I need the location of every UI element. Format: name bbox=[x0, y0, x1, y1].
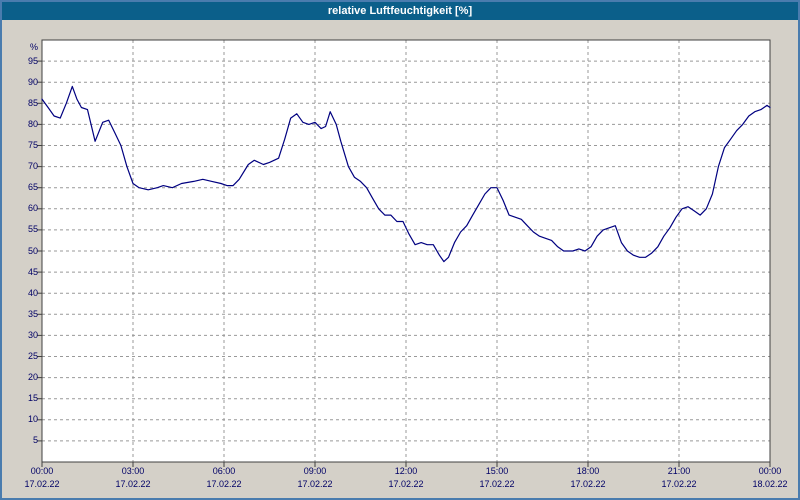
humidity-line-chart bbox=[37, 39, 771, 467]
y-axis-tick-label: 15 bbox=[27, 393, 38, 404]
x-axis-time-label: 21:00 bbox=[667, 466, 691, 476]
y-axis-tick-label: 10 bbox=[27, 414, 38, 425]
y-axis-tick-label: 90 bbox=[27, 76, 38, 87]
x-axis-time-label: 03:00 bbox=[121, 466, 145, 476]
x-axis-date-label: 17.02.22 bbox=[24, 479, 60, 489]
x-axis-time-label: 00:00 bbox=[758, 466, 782, 476]
x-axis-date-label: 17.02.22 bbox=[206, 479, 242, 489]
y-axis-tick-label: 45 bbox=[27, 266, 38, 277]
y-axis-tick-label: 55 bbox=[27, 224, 38, 235]
plot-border bbox=[41, 39, 771, 463]
y-axis-tick-label: 70 bbox=[27, 161, 38, 172]
y-axis-tick-label: 60 bbox=[27, 203, 38, 214]
x-axis-date-label: 17.02.22 bbox=[297, 479, 333, 489]
window-title-bar: relative Luftfeuchtigkeit [%] bbox=[2, 2, 798, 20]
y-axis-tick-label: 50 bbox=[27, 245, 38, 256]
y-axis-tick-label: 40 bbox=[27, 287, 38, 298]
y-axis-tick-label: 5 bbox=[32, 435, 38, 446]
x-axis-date-label: 17.02.22 bbox=[115, 479, 151, 489]
y-axis-tick-label: 25 bbox=[27, 351, 38, 361]
chart-area: % 5 10 15 20 25 30 35 40 45 50 55 60 65 70 75 80 85 90 95 00… bbox=[2, 20, 798, 498]
x-axis-date-label: 17.02.22 bbox=[479, 479, 515, 489]
y-axis-tick-label: 30 bbox=[27, 329, 38, 340]
x-axis-date-label: 17.02.22 bbox=[570, 479, 606, 489]
y-axis-tick-label: 35 bbox=[27, 308, 38, 319]
y-axis-tick-label: 95 bbox=[27, 55, 38, 66]
x-axis-time-label: 06:00 bbox=[212, 466, 236, 476]
x-axis-time-label: 00:00 bbox=[30, 466, 54, 476]
y-axis-tick-label: 75 bbox=[27, 140, 38, 150]
x-axis-date-label: 17.02.22 bbox=[388, 479, 424, 489]
x-axis-date-label: 17.02.22 bbox=[661, 479, 697, 489]
y-axis-tick-label: 65 bbox=[27, 182, 38, 193]
y-axis-tick-label: 85 bbox=[27, 97, 38, 108]
humidity-series-line bbox=[41, 85, 771, 263]
x-axis-time-label: 15:00 bbox=[485, 466, 509, 476]
x-axis-time-label: 18:00 bbox=[576, 466, 600, 476]
y-axis-unit-label: % bbox=[29, 42, 38, 52]
x-axis-time-label: 09:00 bbox=[303, 466, 327, 476]
x-axis-time-label: 12:00 bbox=[394, 466, 418, 476]
window-title: relative Luftfeuchtigkeit [%] bbox=[327, 5, 473, 17]
x-axis-date-label: 18.02.22 bbox=[752, 479, 788, 489]
y-axis-tick-label: 80 bbox=[27, 118, 38, 129]
y-axis-tick-label: 20 bbox=[27, 372, 38, 383]
